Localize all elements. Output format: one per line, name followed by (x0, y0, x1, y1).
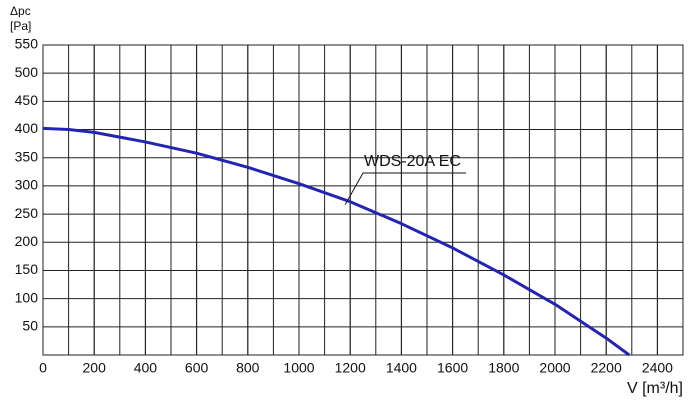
x-tick-label: 800 (236, 360, 260, 376)
x-tick-label: 1000 (283, 360, 314, 376)
y-tick-label: 50 (22, 318, 38, 334)
x-tick-label: 400 (134, 360, 158, 376)
y-tick-label: 150 (15, 261, 39, 277)
y-tick-label: 350 (15, 148, 39, 164)
leader-line (344, 172, 466, 205)
series-label: WDS-20A EC (364, 153, 461, 170)
y-tick-label: 500 (15, 64, 39, 80)
y-axis-label: Δpc (10, 4, 31, 18)
y-tick-label: 400 (15, 120, 39, 136)
x-tick-label: 2000 (539, 360, 570, 376)
x-tick-label: 200 (83, 360, 107, 376)
x-tick-label: 1600 (437, 360, 468, 376)
x-axis-label: V [m³/h] (627, 380, 683, 397)
x-tick-label: 2400 (642, 360, 673, 376)
y-tick-label: 100 (15, 289, 39, 305)
y-tick-label: 450 (15, 92, 39, 108)
y-tick-label: 300 (15, 177, 39, 193)
y-tick-label: 550 (15, 36, 39, 52)
y-tick-label: 250 (15, 205, 39, 221)
y-tick-label: 200 (15, 233, 39, 249)
x-tick-label: 1400 (386, 360, 417, 376)
y-axis-label: [Pa] (10, 19, 31, 33)
x-tick-label: 1800 (488, 360, 519, 376)
x-tick-label: 0 (39, 360, 47, 376)
x-tick-label: 2200 (591, 360, 622, 376)
x-tick-label: 1200 (335, 360, 366, 376)
plot-frame (42, 44, 684, 356)
curve (42, 126, 631, 357)
x-tick-label: 600 (185, 360, 209, 376)
